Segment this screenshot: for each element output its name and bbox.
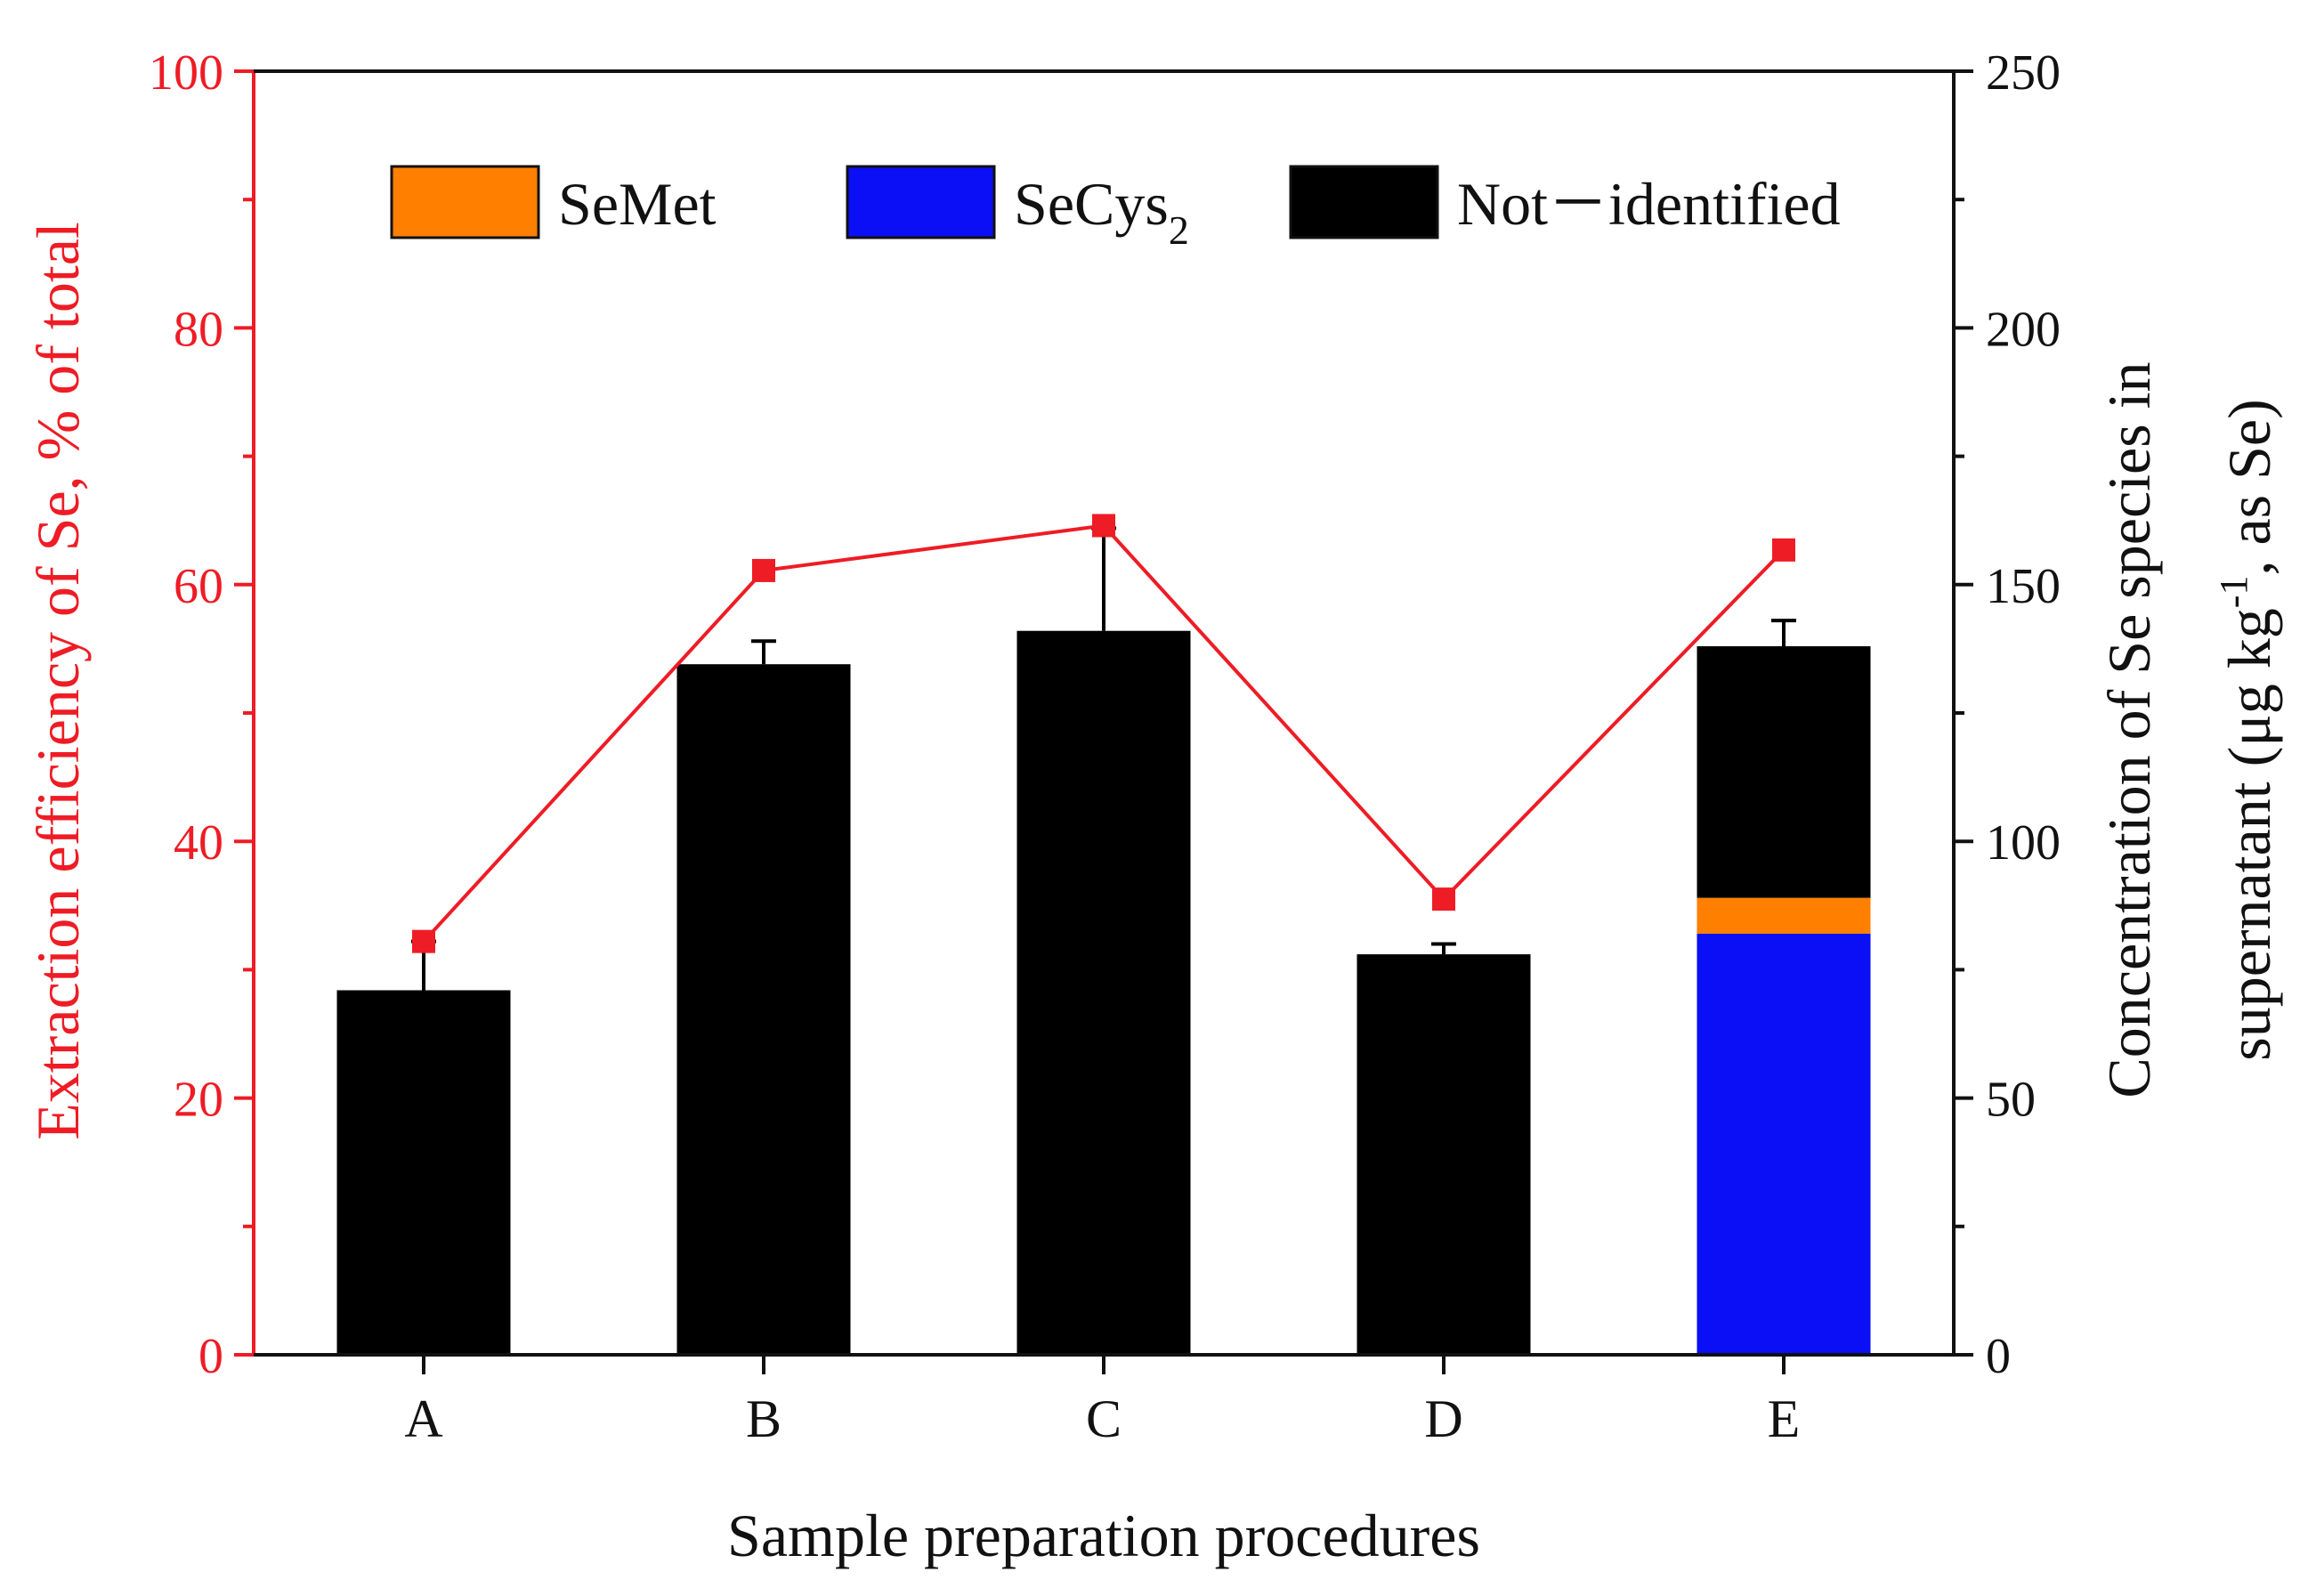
right-tick-label-0: 0 xyxy=(1986,1329,2011,1384)
right-tick-label-100: 100 xyxy=(1986,815,2061,871)
bars-layer xyxy=(336,630,1871,1355)
efficiency-point-a xyxy=(412,929,435,953)
efficiency-point-e xyxy=(1772,538,1795,562)
ticks-layer: 0 20 40 60 80 100 0 50 100 150 200 250 A B C D E xyxy=(149,45,2061,1448)
x-tick-label-b: B xyxy=(746,1389,781,1448)
legend-label-secys2: SeCys2 xyxy=(1014,170,1189,253)
bar-e-series-2 xyxy=(1697,646,1871,898)
left-tick-label-0: 0 xyxy=(198,1329,223,1384)
right-axis-title-line2: supernatant (μg kg-1, as Se) xyxy=(2212,399,2283,1061)
right-tick-label-250: 250 xyxy=(1986,45,2061,101)
legend: SeMet SeCys2 Not－identified xyxy=(390,165,1841,253)
left-tick-label-40: 40 xyxy=(174,815,223,871)
x-tick-label-a: A xyxy=(404,1389,442,1448)
efficiency-point-d xyxy=(1432,887,1455,911)
legend-label-not-identified: Not－identified xyxy=(1457,170,1841,238)
x-tick-label-e: E xyxy=(1768,1389,1801,1448)
bar-c-series-2 xyxy=(1016,630,1191,1355)
x-axis-title: Sample preparation procedures xyxy=(727,1502,1480,1569)
x-tick-label-c: C xyxy=(1086,1389,1122,1448)
left-axis-title: Extraction efficiency of Se, % of total xyxy=(24,222,92,1140)
efficiency-line-layer xyxy=(412,514,1795,953)
bar-a-series-2 xyxy=(336,990,511,1355)
left-tick-label-100: 100 xyxy=(149,45,223,101)
legend-label-semet: SeMet xyxy=(558,170,717,238)
bar-d-series-2 xyxy=(1356,954,1531,1355)
left-tick-label-20: 20 xyxy=(174,1073,223,1128)
efficiency-point-b xyxy=(752,558,775,582)
left-tick-label-60: 60 xyxy=(174,559,223,614)
bar-b-series-2 xyxy=(676,664,851,1355)
bar-e-series-1 xyxy=(1697,897,1871,935)
right-tick-label-200: 200 xyxy=(1986,302,2061,357)
legend-swatch-semet xyxy=(390,165,540,239)
legend-swatch-not-identified xyxy=(1289,165,1439,239)
efficiency-point-c xyxy=(1092,514,1115,538)
right-axis-title-line1: Concentration of Se species in xyxy=(2095,361,2163,1098)
x-tick-label-d: D xyxy=(1424,1389,1462,1448)
bar-e-series-0 xyxy=(1697,934,1871,1355)
legend-swatch-secys2 xyxy=(846,165,996,239)
left-tick-label-80: 80 xyxy=(174,302,223,357)
right-tick-label-50: 50 xyxy=(1986,1073,2036,1128)
right-tick-label-150: 150 xyxy=(1986,559,2061,614)
